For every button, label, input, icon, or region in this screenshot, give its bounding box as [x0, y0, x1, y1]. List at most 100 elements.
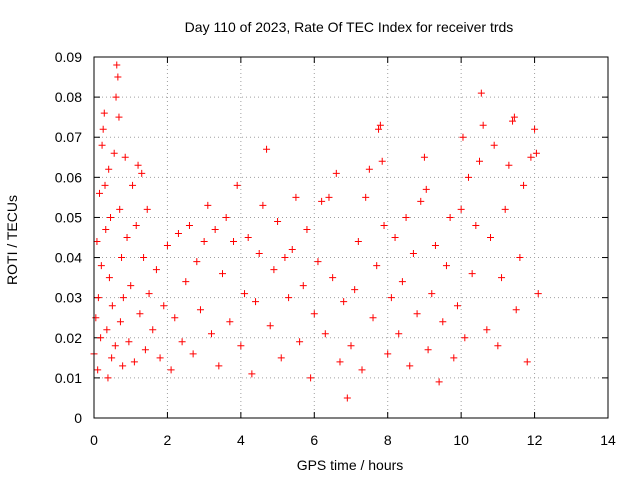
data-point [255, 250, 263, 258]
y-tick-label: 0.02 [55, 330, 82, 346]
data-point [200, 238, 208, 246]
data-point [145, 290, 153, 298]
data-point [94, 366, 102, 374]
data-point [132, 221, 140, 229]
data-point [303, 225, 311, 233]
data-point [325, 193, 333, 201]
y-tick-label: 0.03 [55, 290, 82, 306]
data-point [119, 294, 127, 302]
data-point [160, 302, 168, 310]
data-point [520, 181, 528, 189]
y-axis-label: ROTI / TECUs [4, 195, 20, 285]
data-point [387, 294, 395, 302]
y-tick-label: 0.06 [55, 169, 82, 185]
data-point [112, 93, 120, 101]
data-point [358, 366, 366, 374]
plot-frame [93, 56, 609, 419]
data-point [107, 213, 115, 221]
data-point [406, 362, 414, 370]
data-point [424, 346, 432, 354]
data-point [108, 354, 116, 362]
x-tick-label: 2 [164, 432, 172, 448]
data-point [103, 326, 111, 334]
data-point [263, 145, 271, 153]
data-point [296, 338, 304, 346]
data-point [299, 282, 307, 290]
data-point [248, 370, 256, 378]
data-point [398, 278, 406, 286]
data-point [130, 358, 138, 366]
data-point [152, 266, 160, 274]
data-point [121, 153, 129, 161]
data-point [211, 225, 219, 233]
data-point [111, 342, 119, 350]
data-point [141, 346, 149, 354]
data-point [226, 318, 234, 326]
data-point [512, 306, 520, 314]
data-point [163, 242, 171, 250]
data-point [143, 205, 151, 213]
data-point [487, 234, 495, 241]
y-tick-label: 0.05 [55, 209, 82, 225]
data-point [127, 282, 135, 290]
x-tick-label: 0 [90, 432, 98, 448]
data-point [222, 213, 230, 221]
data-point [490, 141, 498, 149]
data-point [185, 221, 193, 229]
data-point [380, 221, 388, 229]
axis-ticks: 0 0.01 0.02 0.03 0.04 0.05 0.06 0.07 0.08 0.09 0 2 4… [55, 49, 616, 448]
x-tick-label: 14 [600, 432, 616, 448]
data-point [274, 217, 282, 225]
data-point [114, 73, 122, 81]
data-point [97, 262, 105, 270]
data-point [100, 109, 108, 117]
data-point [99, 125, 107, 133]
data-point [505, 161, 513, 169]
data-point [252, 298, 260, 306]
data-point [233, 181, 241, 189]
data-point [105, 165, 113, 173]
x-tick-label: 12 [527, 432, 543, 448]
data-point [277, 354, 285, 362]
data-point [468, 270, 476, 278]
data-point [307, 374, 315, 382]
x-tick-label: 4 [237, 432, 245, 448]
data-point [498, 274, 506, 282]
data-point [118, 254, 126, 262]
x-axis-label: GPS time / hours [297, 457, 404, 473]
data-point [129, 181, 137, 189]
data-point [457, 205, 465, 213]
data-point [376, 121, 384, 129]
data-point [422, 185, 430, 193]
data-point [108, 302, 116, 310]
data-point [375, 125, 383, 133]
data-point [343, 394, 351, 402]
data-point [373, 262, 381, 270]
data-point [417, 197, 425, 205]
data-point [472, 221, 480, 229]
data-point [446, 213, 454, 221]
data-point [369, 314, 377, 322]
data-point [431, 242, 439, 250]
data-point [292, 193, 300, 201]
data-point [351, 286, 359, 294]
data-point [461, 334, 469, 342]
data-point [104, 374, 112, 382]
data-point [93, 238, 101, 246]
data-point [450, 354, 458, 362]
data-point [113, 61, 121, 69]
data-point [97, 334, 105, 342]
data-point [362, 193, 370, 201]
grid-lines [94, 57, 608, 418]
data-point [110, 149, 118, 157]
y-tick-label: 0.04 [55, 250, 82, 266]
data-point [125, 338, 133, 346]
data-point [136, 310, 144, 318]
data-point [230, 238, 238, 246]
data-point [116, 318, 124, 326]
data-point [321, 330, 329, 338]
data-point [178, 338, 186, 346]
data-point [101, 181, 109, 189]
data-point [102, 225, 110, 233]
